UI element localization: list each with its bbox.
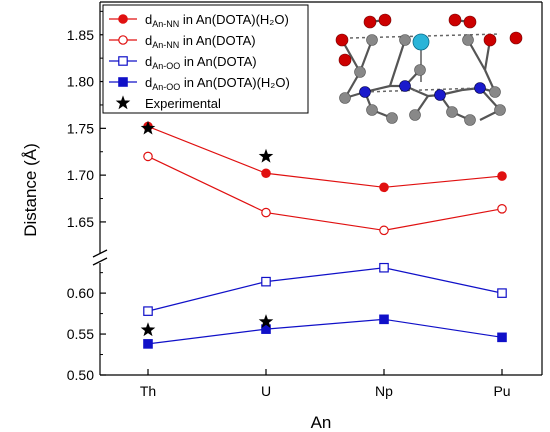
- carbon-atom: [399, 34, 411, 46]
- axis-break-mark: [92, 257, 108, 266]
- y-tick-label: 1.85: [67, 27, 94, 43]
- series-line: [147, 155, 503, 231]
- legend-label: dAn-NN in An(DOTA)(H₂O): [145, 12, 289, 29]
- oxygen-atom: [378, 13, 392, 27]
- oxygen-atom: [483, 33, 497, 47]
- legend-marker: [115, 95, 131, 110]
- x-tick-label: Np: [375, 383, 393, 399]
- carbon-atom: [494, 104, 506, 116]
- y-tick-label: 1.65: [67, 214, 94, 230]
- y-tick-label: 0.60: [67, 285, 94, 301]
- legend: dAn-NN in An(DOTA)(H₂O) dAn-NN in An(DOTA…: [102, 4, 309, 114]
- oxygen-atom: [363, 15, 377, 29]
- nitrogen-atom: [474, 82, 486, 94]
- data-point: [143, 306, 153, 316]
- carbon-atom: [409, 109, 421, 121]
- y-tick-label: 1.80: [67, 74, 94, 90]
- y-tick-label: 1.75: [67, 120, 94, 136]
- data-point: [261, 168, 271, 179]
- carbon-atom: [446, 106, 458, 118]
- experimental-point: [258, 314, 274, 328]
- data-point: [143, 151, 153, 162]
- dashed-bond: [364, 87, 481, 93]
- carbon-atom: [366, 104, 378, 116]
- oxygen-atom: [448, 13, 462, 27]
- legend-marker: [118, 77, 128, 87]
- oxygen-atom: [338, 53, 352, 67]
- x-tick-label: Th: [140, 383, 156, 399]
- data-point: [261, 276, 271, 287]
- data-point: [497, 332, 507, 343]
- carbon-atom: [339, 92, 351, 104]
- oxygen-atom: [509, 31, 523, 45]
- legend-marker: [118, 35, 128, 45]
- bond: [388, 39, 407, 87]
- legend-box: [102, 4, 309, 114]
- carbon-atom: [462, 34, 474, 46]
- nitrogen-atom: [434, 89, 446, 101]
- y-axis-title: Distance (Å): [21, 143, 40, 237]
- carbon-atom: [489, 86, 501, 98]
- legend-label: dAn-NN in An(DOTA): [145, 33, 256, 50]
- data-point: [497, 204, 507, 214]
- data-point: [379, 225, 389, 236]
- carbon-atom: [386, 112, 398, 124]
- carbon-atom: [414, 64, 426, 76]
- data-point: [497, 288, 507, 298]
- data-point: [261, 207, 271, 218]
- y-tick-label: 0.55: [67, 326, 94, 342]
- carbon-atom: [354, 66, 366, 78]
- oxygen-atom: [463, 15, 477, 29]
- series-line: [147, 125, 503, 188]
- data-point: [379, 262, 389, 273]
- oxygen-atom: [335, 33, 349, 47]
- legend-label: Experimental: [145, 96, 221, 111]
- carbon-atom: [366, 34, 378, 46]
- experimental-point: [258, 148, 274, 163]
- molecule-inset: [335, 13, 523, 126]
- carbon-atom: [464, 114, 476, 126]
- experimental-point: [140, 322, 156, 337]
- nitrogen-atom: [359, 86, 371, 98]
- y-tick-label: 0.50: [67, 367, 94, 383]
- metal-atom: [412, 33, 430, 51]
- legend-label: dAn-OO in An(DOTA): [145, 54, 257, 71]
- data-point: [261, 324, 271, 334]
- experimental-point: [140, 120, 156, 135]
- y-tick-label: 1.70: [67, 167, 94, 183]
- data-point: [379, 314, 389, 325]
- axis-break-mark: [92, 249, 108, 258]
- data-point: [379, 182, 389, 193]
- nitrogen-atom: [399, 80, 411, 92]
- legend-label: dAn-OO in An(DOTA)(H₂O): [145, 75, 290, 92]
- legend-marker: [118, 14, 128, 24]
- data-point: [143, 339, 153, 349]
- x-tick-label: Pu: [493, 383, 510, 399]
- data-point: [497, 171, 507, 181]
- series-line: [147, 267, 503, 312]
- x-tick-label: U: [261, 383, 271, 399]
- x-axis-title: An: [311, 413, 332, 432]
- legend-marker: [118, 56, 128, 66]
- series-line: [147, 318, 503, 345]
